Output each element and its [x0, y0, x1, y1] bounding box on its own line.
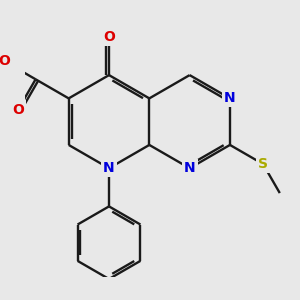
Text: O: O	[12, 103, 24, 116]
Text: O: O	[103, 30, 115, 44]
Text: S: S	[258, 157, 268, 171]
Text: N: N	[103, 161, 115, 175]
Text: N: N	[184, 161, 196, 175]
Text: O: O	[0, 54, 10, 68]
Text: N: N	[224, 92, 236, 105]
